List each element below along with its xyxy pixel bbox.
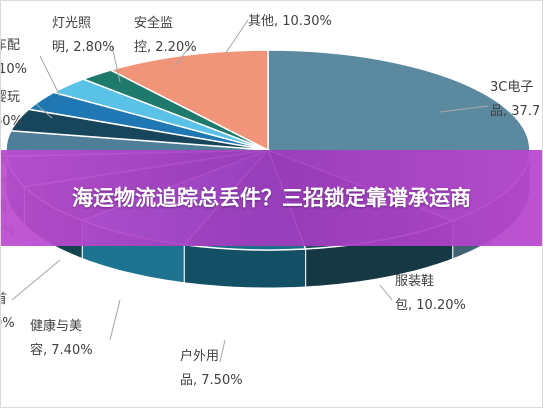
slice-label-line: 3C电子 xyxy=(490,80,534,95)
leader-line-2 xyxy=(219,339,226,363)
slice-label-1: 服装鞋包, 10.20% xyxy=(395,270,466,318)
slice-label-line: 服装鞋 xyxy=(395,274,435,289)
slice-label-line: 容, 7.40% xyxy=(30,343,93,358)
slice-label-line: 0% xyxy=(0,316,15,331)
leader-line-1 xyxy=(379,284,393,301)
slice-label-10: 安全监控, 2.20% xyxy=(134,12,197,60)
leader-line-0 xyxy=(439,105,489,113)
slice-label-2: 户外用品, 7.50% xyxy=(180,345,243,393)
slice-label-line: 明, 2.80% xyxy=(52,40,115,55)
leader-lines xyxy=(11,19,489,363)
slice-label-line: 车配 xyxy=(0,38,21,53)
leader-line-9 xyxy=(111,45,121,83)
slice-label-line: 品, 7.50% xyxy=(180,373,243,388)
leader-line-8 xyxy=(39,55,61,97)
slice-label-line: 包, 10.20% xyxy=(395,298,466,313)
slice-label-9: 灯光照明, 2.80% xyxy=(52,12,115,60)
slice-label-4: 首 0% xyxy=(0,288,15,336)
pie-slice-11[interactable] xyxy=(108,49,269,152)
title-banner[interactable]: 海运物流追踪总丢件？三招锁定靠谱承运商 xyxy=(0,150,543,246)
slice-label-line: 户外用 xyxy=(180,349,220,364)
slice-label-line: 品, 37.7 xyxy=(490,104,541,119)
slice-label-0: 3C电子品, 37.7 xyxy=(490,76,540,124)
leader-line-10 xyxy=(174,45,191,67)
slice-label-line: 控, 2.20% xyxy=(134,40,197,55)
slice-label-7: 婴玩 60% xyxy=(0,86,23,134)
slice-label-line: 健康与美 xyxy=(30,319,83,334)
slice-label-line: 安全监 xyxy=(134,16,174,31)
slice-label-line: 60% xyxy=(0,114,23,129)
slice-label-11: 其他, 10.30% xyxy=(248,10,332,34)
leader-line-7 xyxy=(35,103,53,119)
leader-line-11 xyxy=(224,19,249,55)
leader-line-3 xyxy=(109,299,121,341)
slice-label-line: 婴玩 xyxy=(0,90,21,105)
pie-slice-side-2 xyxy=(183,244,307,289)
slice-label-line: 首 xyxy=(0,292,8,307)
banner-title: 海运物流追踪总丢件？三招锁定靠谱承运商 xyxy=(72,186,471,210)
slice-label-8: 车配 .10% xyxy=(0,34,27,82)
leader-line-4 xyxy=(11,259,61,301)
slice-label-3: 健康与美容, 7.40% xyxy=(30,315,93,363)
slice-label-line: 其他, 10.30% xyxy=(248,14,332,29)
slice-label-line: .10% xyxy=(0,62,28,77)
slice-label-line: 灯光照 xyxy=(52,16,92,31)
